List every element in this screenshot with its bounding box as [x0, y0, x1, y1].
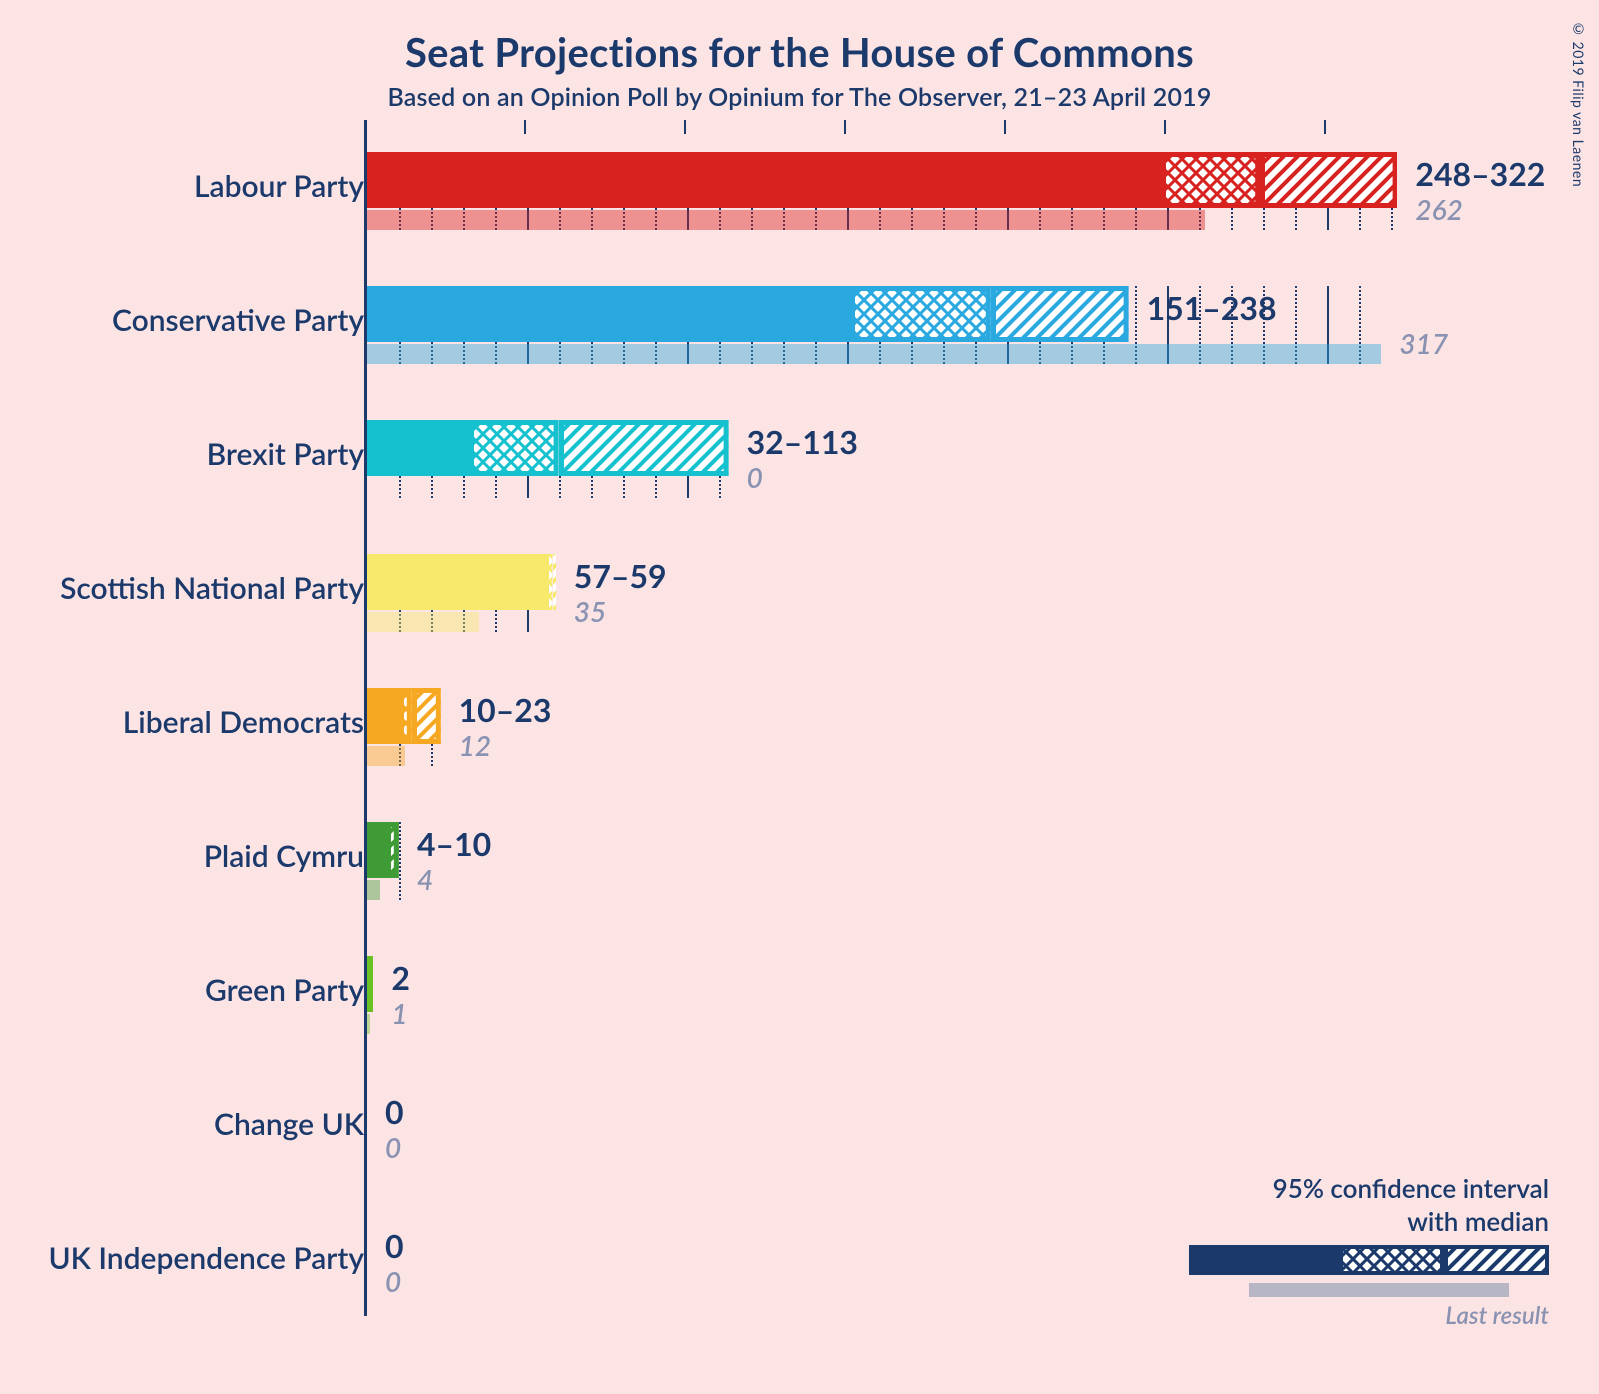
legend-last-result-label: Last result — [1149, 1301, 1549, 1330]
bar-ci-median-to-high — [386, 822, 399, 878]
bar-ci-median-to-high — [1260, 152, 1398, 208]
bar-previous-result — [367, 880, 380, 900]
bar-ci-median-to-high — [553, 554, 556, 610]
value-prev-label: 262 — [1415, 192, 1462, 226]
party-row: Labour Party 248–322262 — [0, 140, 1599, 274]
value-range-label: 57–59 — [574, 556, 667, 595]
bar-ci-low — [367, 688, 399, 744]
party-label: Change UK — [214, 1106, 364, 1142]
bar-previous-result — [367, 612, 479, 632]
party-row: Scottish National Party 57–5935 — [0, 542, 1599, 676]
value-range-label: 32–113 — [747, 422, 858, 461]
bar-ci-low — [367, 286, 850, 342]
seat-projection-chart: Labour Party 248–322262Conservative Part… — [0, 120, 1599, 1380]
legend-line1: 95% confidence interval — [1149, 1172, 1549, 1205]
party-row: Conservative Party 151–238 317 — [0, 274, 1599, 408]
value-range-label: 10–23 — [459, 690, 552, 729]
value-range-label: 0 — [385, 1226, 404, 1265]
value-range-label: 4–10 — [417, 824, 491, 863]
bar-previous-result — [367, 746, 405, 766]
value-prev-label: 0 — [747, 460, 763, 494]
value-prev-label: 0 — [385, 1130, 401, 1164]
value-prev-label: 317 — [1399, 326, 1448, 360]
bar-ci-median-to-high — [991, 286, 1129, 342]
value-prev-label: 4 — [417, 862, 433, 896]
bar-ci-low-to-median — [850, 286, 991, 342]
value-prev-label: 35 — [574, 594, 606, 628]
value-prev-label: 1 — [391, 996, 407, 1030]
bar-ci-median-to-high — [559, 420, 729, 476]
chart-title: Seat Projections for the House of Common… — [0, 0, 1599, 76]
value-prev-label: 12 — [459, 728, 491, 762]
bar-ci-low-to-median — [399, 688, 412, 744]
party-label: UK Independence Party — [48, 1240, 364, 1276]
value-range-label: 248–322 — [1415, 154, 1545, 193]
bar-ci-low — [367, 554, 549, 610]
party-label: Plaid Cymru — [204, 838, 364, 874]
bar-ci-low — [367, 152, 1161, 208]
legend-prev-bar — [1149, 1283, 1549, 1301]
gridline-minor — [399, 822, 401, 900]
value-prev-label: 0 — [385, 1264, 401, 1298]
bar-ci-low-to-median — [469, 420, 559, 476]
chart-legend: 95% confidence interval with median Last… — [1149, 1172, 1549, 1330]
party-row: Green Party 21 — [0, 944, 1599, 1078]
party-row: Liberal Democrats 10–2312 — [0, 676, 1599, 810]
party-label: Brexit Party — [207, 436, 364, 472]
bar-ci-median-to-high — [412, 688, 441, 744]
value-range-label: 0 — [385, 1092, 404, 1131]
party-row: Brexit Party 32–1130 — [0, 408, 1599, 542]
bar-previous-result — [367, 1014, 370, 1034]
party-label: Green Party — [205, 972, 364, 1008]
party-row: Plaid Cymru 4–104 — [0, 810, 1599, 944]
legend-ci-bar — [1149, 1245, 1549, 1283]
bar-ci-low — [367, 822, 380, 878]
bar-ci-low — [367, 956, 373, 1012]
legend-line2: with median — [1149, 1205, 1549, 1238]
bar-previous-result — [367, 210, 1205, 230]
chart-subtitle: Based on an Opinion Poll by Opinium for … — [0, 82, 1599, 112]
party-label: Scottish National Party — [60, 570, 364, 606]
value-range-label: 151–238 — [1147, 288, 1277, 327]
bar-ci-low — [367, 420, 469, 476]
bar-ci-low-to-median — [1161, 152, 1260, 208]
party-label: Liberal Democrats — [123, 704, 364, 740]
value-range-label: 2 — [391, 958, 410, 997]
bar-previous-result — [367, 344, 1381, 364]
party-label: Conservative Party — [112, 302, 364, 338]
axis-ticks-top — [364, 120, 1599, 134]
party-label: Labour Party — [194, 168, 364, 204]
